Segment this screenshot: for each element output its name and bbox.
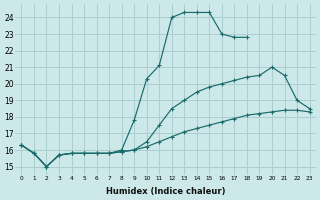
X-axis label: Humidex (Indice chaleur): Humidex (Indice chaleur) (106, 187, 225, 196)
